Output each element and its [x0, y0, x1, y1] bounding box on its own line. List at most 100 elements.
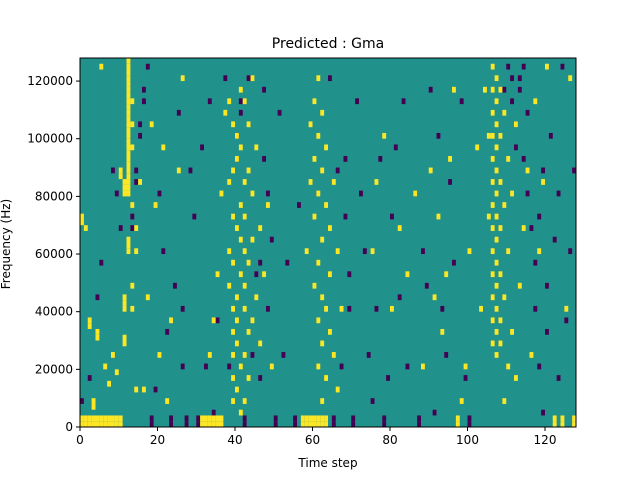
heatmap-cell-high: [130, 282, 135, 289]
heatmap-cell-high: [134, 225, 139, 231]
heatmap-cell-high: [242, 282, 247, 289]
heatmap-cell-high: [490, 202, 495, 208]
heatmap-cell-high: [126, 92, 131, 99]
heatmap-cell-high: [215, 415, 220, 422]
heatmap-cell-high: [382, 132, 387, 139]
heatmap-cell-high: [91, 398, 96, 404]
heatmap-cell-low: [502, 86, 507, 93]
y-tick-label: 80000: [35, 189, 73, 203]
heatmap-cell-high: [552, 415, 557, 422]
heatmap-cell-low: [355, 98, 359, 105]
heatmap-cell-high: [250, 75, 255, 82]
heatmap-cell-high: [122, 179, 127, 185]
heatmap-cell-low: [405, 363, 410, 370]
heatmap-cell-high: [494, 259, 499, 266]
heatmap-cell-low: [169, 415, 173, 422]
heatmap-cell-high: [176, 167, 181, 174]
heatmap-cell-high: [494, 213, 499, 220]
heatmap-cell-high: [235, 156, 239, 162]
heatmap-cell-high: [235, 225, 239, 231]
heatmap-cell-high: [95, 421, 100, 427]
x-tick-label: 40: [227, 433, 242, 447]
heatmap-cell-low: [258, 259, 263, 266]
heatmap-cell-high: [250, 190, 255, 197]
heatmap-cell-high: [490, 340, 495, 347]
heatmap-cell-low: [521, 156, 526, 162]
heatmap-cell-low: [517, 75, 522, 82]
heatmap-cell-high: [335, 386, 340, 393]
heatmap-cell-high: [126, 58, 131, 64]
heatmap-cell-high: [390, 305, 394, 312]
heatmap-cell-high: [95, 415, 100, 422]
heatmap-cell-low: [521, 63, 526, 70]
heatmap-cell-low: [149, 421, 154, 427]
x-tick-label: 20: [150, 433, 165, 447]
heatmap-cell-high: [246, 259, 251, 266]
heatmap-cell-low: [545, 282, 549, 289]
heatmap-cell-low: [343, 213, 348, 220]
heatmap-cell-high: [87, 323, 92, 329]
heatmap-cell-high: [99, 421, 104, 427]
heatmap-cell-high: [320, 294, 325, 301]
heatmap-cell-low: [452, 259, 456, 266]
heatmap-cell-high: [479, 305, 483, 312]
heatmap-cell-high: [130, 305, 135, 312]
heatmap-cell-low: [281, 352, 286, 358]
heatmap-cell-high: [316, 415, 321, 422]
heatmap-cell-high: [498, 86, 503, 93]
heatmap-cell-high: [316, 363, 321, 370]
heatmap-cell-high: [227, 179, 232, 185]
heatmap-cell-high: [494, 282, 499, 289]
heatmap-cell-high: [126, 173, 131, 180]
heatmap-cell-low: [262, 86, 266, 93]
heatmap-cell-high: [316, 190, 321, 197]
heatmap-cell-low: [196, 421, 201, 427]
heatmap-cell-high: [498, 225, 503, 231]
heatmap-cell-high: [211, 415, 216, 422]
heatmap-cell-low: [238, 109, 243, 116]
heatmap-cell-high: [118, 415, 123, 422]
heatmap-cell-high: [80, 213, 84, 220]
heatmap-cell-high: [157, 352, 162, 358]
heatmap-cell-high: [331, 352, 336, 358]
heatmap-cell-high: [180, 75, 185, 82]
heatmap-cell-high: [262, 271, 266, 278]
heatmap-cell-low: [99, 259, 104, 266]
heatmap-cell-high: [138, 179, 142, 185]
heatmap-cell-low: [343, 156, 348, 162]
heatmap-cell-low: [258, 375, 263, 381]
heatmap-cell-high: [126, 167, 131, 174]
heatmap-cell-high: [235, 317, 239, 324]
heatmap-cell-high: [126, 150, 131, 157]
heatmap-cell-high: [486, 213, 491, 220]
heatmap-cell-high: [99, 63, 104, 70]
heatmap-cell-high: [494, 167, 499, 174]
heatmap-cell-high: [494, 352, 499, 358]
heatmap-cell-high: [258, 225, 263, 231]
heatmap-cell-high: [494, 75, 499, 82]
heatmap-cell-high: [114, 421, 119, 427]
heatmap-cell-high: [238, 202, 243, 208]
heatmap-cell-high: [161, 144, 166, 151]
heatmap-cell-high: [91, 421, 96, 427]
heatmap-cell-low: [266, 190, 270, 197]
heatmap-cell-high: [126, 81, 131, 87]
heatmap-cell-high: [122, 184, 127, 191]
heatmap-cell-high: [211, 317, 216, 324]
heatmap-cell-high: [122, 305, 127, 312]
heatmap-cell-high: [324, 305, 328, 312]
heatmap-cell-high: [335, 248, 340, 255]
heatmap-cell-high: [87, 317, 92, 324]
heatmap-cell-high: [91, 403, 96, 410]
heatmap-cell-low: [428, 86, 433, 93]
heatmap-cell-high: [490, 294, 495, 301]
heatmap-cell-high: [455, 421, 460, 427]
heatmap-cell-high: [448, 156, 452, 162]
heatmap-cell-low: [510, 75, 514, 82]
heatmap-background: [80, 58, 576, 427]
heatmap-cell-high: [521, 225, 526, 231]
heatmap-cell-low: [459, 98, 464, 105]
heatmap-cell-high: [502, 398, 507, 404]
heatmap-cell-high: [308, 121, 313, 128]
heatmap-cell-high: [246, 328, 251, 335]
